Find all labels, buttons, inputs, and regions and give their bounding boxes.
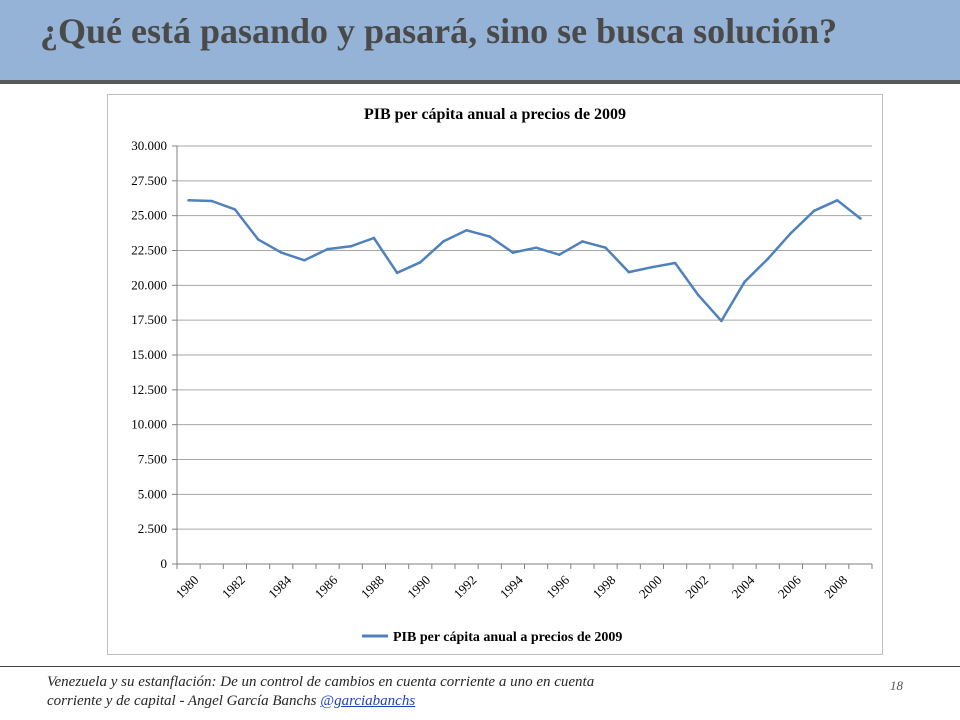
- x-tick-label: 1996: [543, 572, 572, 601]
- chart-title: PIB per cápita anual a precios de 2009: [364, 106, 626, 123]
- y-tick-label: 0: [161, 556, 168, 571]
- header-band: [0, 0, 960, 80]
- chart-frame: PIB per cápita anual a precios de 2009 0…: [107, 94, 883, 655]
- y-axis-tick-labels: 0 2.500 5.000 7.500 10.000 12.500 15.000 17.500…: [131, 138, 167, 571]
- y-tick-label: 30.000: [131, 138, 167, 153]
- x-tick-label: 1994: [497, 572, 526, 601]
- data-point: [465, 228, 468, 232]
- y-tick-label: 20.000: [131, 277, 167, 292]
- data-point: [720, 319, 723, 323]
- legend: PIB per cápita anual a precios de 2009: [362, 630, 622, 645]
- y-tick-label: 10.000: [131, 417, 167, 432]
- x-tick-label: 1992: [450, 572, 479, 601]
- data-point: [326, 247, 329, 251]
- y-tick-label: 7.500: [138, 452, 167, 467]
- data-point: [743, 280, 746, 284]
- line-chart: PIB per cápita anual a precios de 2009 0…: [131, 106, 873, 645]
- series-layer: [187, 199, 862, 323]
- data-point: [279, 251, 283, 254]
- y-tick-label: 27.500: [131, 173, 167, 188]
- gridlines: [172, 145, 872, 565]
- footer-twitter-link[interactable]: @garciabanchs: [320, 693, 416, 709]
- y-tick-label: 22.500: [131, 243, 167, 258]
- x-tick-label: 2004: [728, 572, 757, 601]
- data-point: [650, 265, 654, 269]
- data-point: [604, 246, 607, 250]
- data-point: [766, 257, 770, 261]
- x-tick-label: 1984: [265, 572, 294, 601]
- data-point: [557, 253, 561, 256]
- data-point: [395, 271, 399, 275]
- page-number: 18: [890, 678, 903, 693]
- x-tick-label: 2000: [636, 572, 665, 601]
- data-point: [442, 240, 445, 243]
- x-tick-label: 1980: [172, 572, 201, 601]
- x-tick-label: 1988: [358, 572, 387, 601]
- x-tick-label: 1990: [404, 572, 433, 601]
- x-tick-label: 1982: [219, 572, 248, 601]
- data-point: [534, 246, 538, 250]
- header-divider: [0, 80, 960, 84]
- data-point: [789, 231, 793, 235]
- data-point: [627, 270, 631, 274]
- data-point: [696, 293, 700, 297]
- x-tick-label: 1998: [589, 572, 618, 601]
- data-point: [256, 238, 260, 241]
- y-tick-label: 25.000: [131, 208, 167, 223]
- y-tick-label: 5.000: [138, 486, 167, 501]
- data-point: [372, 236, 376, 240]
- data-point: [673, 261, 677, 265]
- data-point: [233, 208, 237, 211]
- data-point: [511, 251, 515, 254]
- data-point: [812, 209, 816, 213]
- footer-citation-text: Venezuela y su estanflación: De un contr…: [47, 674, 595, 709]
- x-axis-tick-labels: 1980 1982 1984 1986 1988 1990 1992 1994 1996 1998…: [172, 572, 850, 601]
- slide-title: ¿Qué está pasando y pasará, sino se busc…: [40, 11, 838, 51]
- x-tick-label: 2008: [821, 572, 850, 601]
- data-point: [488, 235, 492, 238]
- data-point: [303, 258, 306, 262]
- y-tick-label: 17.500: [131, 312, 167, 327]
- x-tick-label: 2002: [682, 572, 711, 601]
- data-point: [349, 245, 353, 248]
- data-point: [859, 217, 862, 220]
- data-point: [187, 199, 190, 202]
- footer-citation: Venezuela y su estanflación: De un contr…: [47, 673, 647, 711]
- data-point: [210, 199, 214, 203]
- y-tick-label: 15.000: [131, 347, 167, 362]
- x-tick-label: 1986: [311, 572, 340, 601]
- axes: [176, 146, 873, 569]
- footer-divider: [0, 666, 960, 667]
- series-line-0: [188, 199, 862, 323]
- data-point: [835, 199, 839, 202]
- x-tick-label: 2006: [775, 572, 804, 601]
- data-point: [418, 261, 422, 264]
- data-point: [581, 240, 584, 243]
- legend-label: PIB per cápita anual a precios de 2009: [393, 630, 622, 645]
- y-tick-label: 12.500: [131, 382, 167, 397]
- y-tick-label: 2.500: [138, 521, 167, 536]
